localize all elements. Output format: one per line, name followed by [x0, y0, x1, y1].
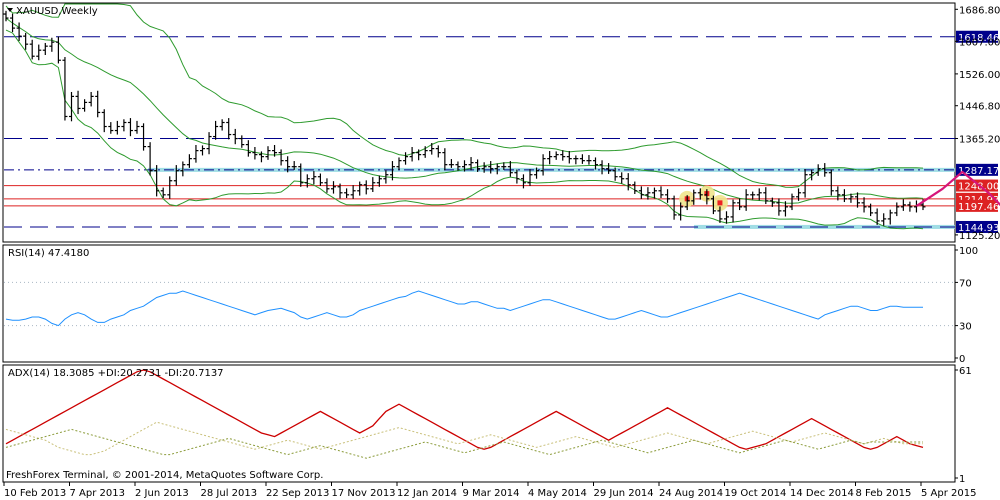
x-tick-label: 4 May 2014 — [528, 488, 587, 499]
x-tick-label: 8 Feb 2015 — [856, 488, 912, 499]
price-level-tag-text: 1197.46 — [958, 202, 999, 213]
adx-pane-frame — [2, 364, 956, 483]
x-tick-label: 7 Apr 2013 — [70, 488, 125, 499]
price-level-tag-text: 1248.00 — [958, 182, 999, 193]
price-level-tag-text: 1144.93 — [958, 223, 999, 234]
y-tick-label: 1607.00 — [959, 37, 1000, 48]
price-level-tag — [956, 199, 998, 212]
x-tick-label: 14 Dec 2014 — [790, 488, 854, 499]
rsi-pane-frame — [2, 244, 956, 363]
y-tick-label: 1125.20 — [959, 231, 1000, 242]
x-tick-label: 22 Sep 2013 — [266, 488, 329, 499]
forecast-path — [915, 170, 1000, 208]
adx-series-di — [5, 428, 923, 459]
x-tick-label: 29 Jun 2014 — [594, 488, 654, 499]
chevron-down-icon[interactable] — [7, 8, 13, 12]
forecast-line — [915, 170, 1000, 208]
x-tick-label: 19 Oct 2014 — [725, 488, 787, 499]
highlight-marker — [717, 200, 723, 206]
adx-series-adx14 — [5, 369, 924, 450]
rsi-label: RSI(14) 47.4180 — [8, 248, 89, 259]
adx-pane — [5, 369, 924, 459]
y-tick-label: 1365.20 — [959, 134, 1000, 145]
price-level-tag-text: 1618.46 — [958, 33, 999, 44]
x-tick-label: 10 Feb 2013 — [4, 488, 66, 499]
copyright-text: FreshForex Terminal, © 2001-2014, MetaQu… — [6, 470, 323, 481]
x-tick-label: 28 Jul 2013 — [201, 488, 258, 499]
y-tick-label: 70 — [959, 278, 972, 289]
y-tick-label: 1526.00 — [959, 70, 1000, 81]
adx-series-di — [5, 421, 923, 456]
price-level-tag — [956, 179, 998, 192]
bollinger-bands — [5, 3, 924, 230]
price-levels: 1618.461287.171248.001214.931197.461144.… — [4, 30, 999, 234]
y-tick-label: 1 — [959, 474, 965, 485]
x-tick-label: 12 Jan 2014 — [397, 488, 457, 499]
band-upper — [5, 3, 924, 188]
y-tick-label: 61 — [959, 366, 972, 377]
rsi-pane — [5, 290, 923, 327]
x-tick-label: 2 Jun 2013 — [135, 488, 189, 499]
band-middle — [5, 17, 924, 204]
y-axis-labels: 1686.80 1607.00 1526.00 1446.80 1365.20 1125.… — [955, 5, 1000, 485]
y-tick-label: 1446.80 — [959, 102, 1000, 113]
x-tick-label: 24 Aug 2014 — [659, 488, 723, 499]
price-bars — [3, 10, 926, 226]
price-pane-frame — [2, 2, 956, 243]
y-tick-label: 1686.80 — [959, 5, 1000, 16]
symbol-label: XAUUSD,Weekly — [16, 6, 98, 17]
price-level-tag-text: 1287.17 — [958, 166, 999, 177]
x-axis-labels: 10 Feb 2013 7 Apr 2013 2 Jun 2013 28 Jul 20… — [3, 482, 976, 499]
adx-label: ADX(14) 18.3085 +DI:20.2731 -DI:20.7137 — [8, 368, 224, 379]
y-tick-label: 0 — [959, 354, 965, 365]
x-tick-label: 17 Nov 2013 — [332, 488, 396, 499]
price-level-tag — [956, 220, 998, 233]
rsi-line — [5, 290, 923, 327]
x-tick-label: 5 Apr 2015 — [921, 488, 976, 499]
x-tick-label: 9 Mar 2014 — [463, 488, 520, 499]
price-level-tag — [956, 30, 998, 43]
y-tick-label: 30 — [959, 322, 972, 333]
y-tick-label: 100 — [959, 246, 978, 257]
price-level-tag — [956, 163, 998, 176]
grid — [4, 281, 955, 327]
